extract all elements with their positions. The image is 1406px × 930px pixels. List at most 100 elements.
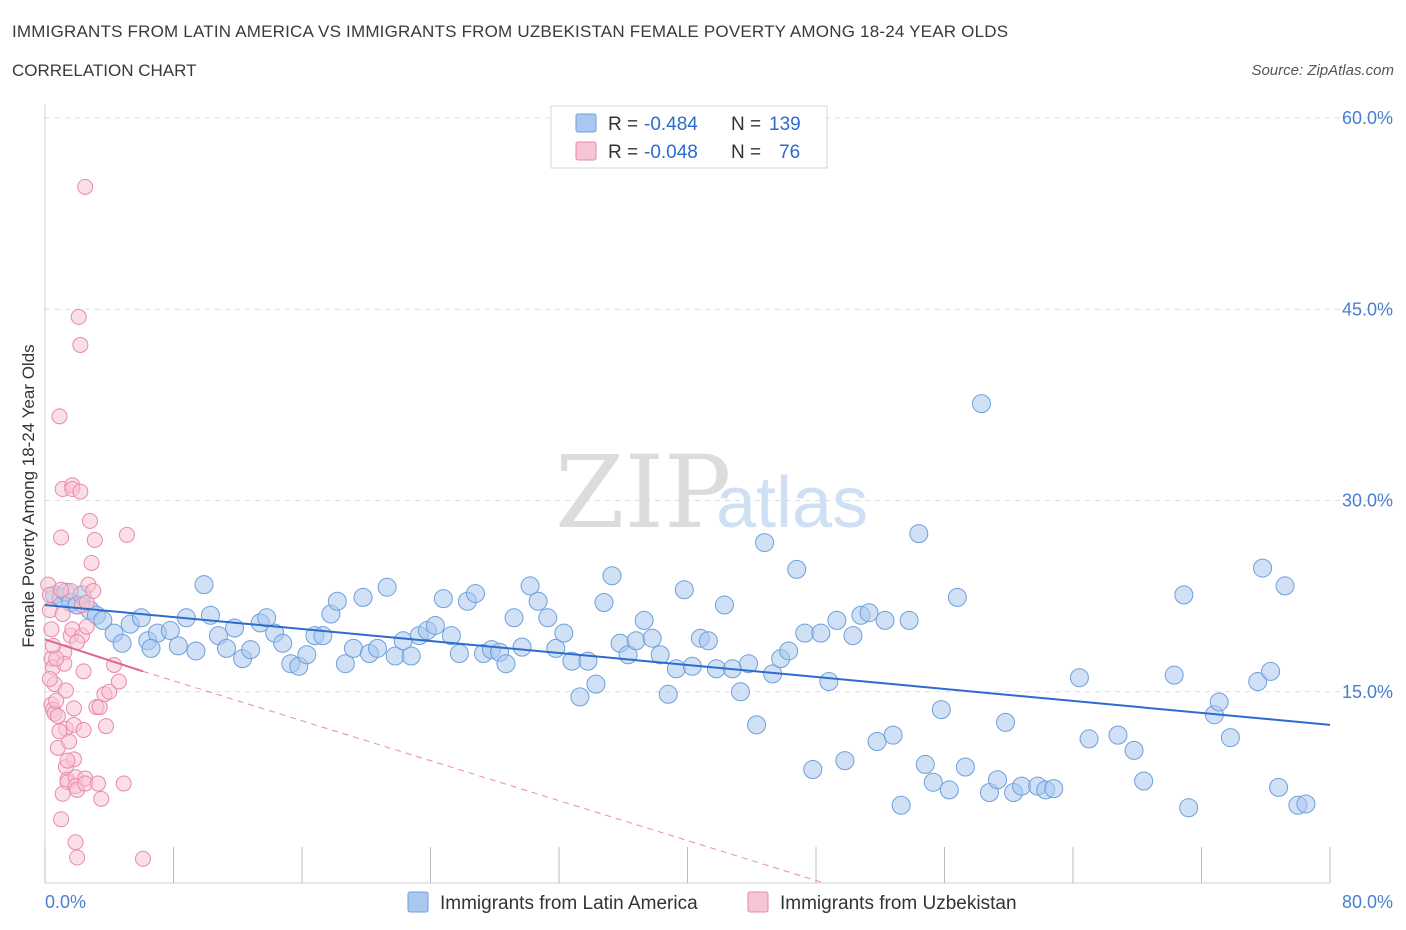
data-point-latin-america <box>141 638 161 658</box>
legend-swatch-latin-america <box>407 891 429 913</box>
legend-swatch-uzbekistan <box>747 891 769 913</box>
stats-swatch-latin-america <box>575 113 597 133</box>
data-point-latin-america <box>570 687 590 707</box>
y-tick-label: 15.0% <box>1342 682 1393 702</box>
data-point-uzbekistan <box>118 526 135 543</box>
chart-title: IMMIGRANTS FROM LATIN AMERICA VS IMMIGRA… <box>12 22 1009 41</box>
data-point-latin-america <box>367 638 387 658</box>
trend-line-uzbekistan <box>44 638 144 673</box>
data-point-latin-america <box>1209 692 1229 712</box>
data-point-latin-america <box>859 603 879 623</box>
data-point-latin-america <box>425 615 445 635</box>
data-point-uzbekistan <box>83 554 100 571</box>
data-point-latin-america <box>241 640 261 660</box>
data-point-latin-america <box>602 566 622 586</box>
stats-legend: R = -0.484 N = 139 R = -0.048 N = 76 <box>550 105 828 169</box>
data-point-latin-america <box>755 533 775 553</box>
watermark-atlas: atlas <box>716 463 868 543</box>
legend-label-latin-america: Immigrants from Latin America <box>440 893 698 914</box>
data-point-uzbekistan <box>101 683 118 700</box>
data-point-latin-america <box>827 610 847 630</box>
data-point-latin-america <box>899 610 919 630</box>
data-point-uzbekistan <box>70 308 87 325</box>
data-point-latin-america <box>1124 740 1144 760</box>
stats-swatch-uzbekistan <box>575 141 597 161</box>
data-point-latin-america <box>835 751 855 771</box>
data-point-latin-america <box>923 772 943 792</box>
data-point-latin-america <box>819 672 839 692</box>
data-point-uzbekistan <box>57 682 74 699</box>
legend-label-uzbekistan: Immigrants from Uzbekistan <box>780 893 1017 914</box>
data-point-latin-america <box>843 626 863 646</box>
data-point-latin-america <box>1275 576 1295 596</box>
data-point-latin-america <box>891 795 911 815</box>
data-point-latin-america <box>971 394 991 414</box>
y-tick-label: 30.0% <box>1342 491 1393 511</box>
data-point-uzbekistan <box>53 811 70 828</box>
data-point-latin-america <box>313 626 333 646</box>
data-point-latin-america <box>1108 725 1128 745</box>
data-point-latin-america <box>186 641 206 661</box>
data-point-latin-america <box>131 608 151 628</box>
data-point-latin-america <box>867 731 887 751</box>
data-point-uzbekistan <box>72 336 89 353</box>
data-point-uzbekistan <box>51 723 68 740</box>
data-point-uzbekistan <box>75 722 92 738</box>
data-point-latin-america <box>779 641 799 661</box>
data-point-uzbekistan <box>54 785 71 802</box>
data-point-latin-america <box>634 610 654 630</box>
data-point-latin-america <box>988 770 1008 790</box>
series-legend: Immigrants from Latin America Immigrants… <box>407 891 1017 914</box>
data-point-latin-america <box>698 631 718 651</box>
data-point-latin-america <box>1012 776 1032 796</box>
data-point-latin-america <box>931 700 951 720</box>
data-point-latin-america <box>520 576 540 596</box>
data-point-latin-america <box>1261 661 1281 681</box>
data-point-latin-america <box>658 684 678 704</box>
y-axis-label: Female Poverty Among 18-24 Year Olds <box>19 344 38 647</box>
data-point-latin-america <box>731 682 751 702</box>
trend-lines <box>44 604 1331 884</box>
data-point-latin-america <box>1174 585 1194 605</box>
data-point-latin-america <box>273 633 293 653</box>
stats-legend-box <box>550 105 828 169</box>
data-point-latin-america <box>875 610 895 630</box>
data-point-latin-america <box>996 712 1016 732</box>
data-point-uzbekistan <box>51 408 68 425</box>
tick-labels: 0.0% 80.0% 15.0% 30.0% 45.0% 60.0% <box>45 108 1393 912</box>
data-point-latin-america <box>1253 558 1273 578</box>
data-point-latin-america <box>257 608 277 628</box>
data-point-uzbekistan <box>48 692 65 709</box>
data-point-latin-america <box>496 654 516 674</box>
data-point-latin-america <box>449 644 469 663</box>
data-point-latin-america <box>1044 779 1064 799</box>
data-point-latin-america <box>795 623 815 643</box>
data-point-latin-america <box>512 637 532 657</box>
data-point-uzbekistan <box>98 718 115 735</box>
stats-n-label-1: N = <box>731 114 761 135</box>
trend-extension-uzbekistan <box>142 670 825 884</box>
data-point-latin-america <box>433 589 453 609</box>
data-point-latin-america <box>504 608 524 628</box>
data-point-latin-america <box>915 754 935 774</box>
stats-r-value-1: -0.484 <box>644 114 698 135</box>
data-point-uzbekistan <box>41 671 58 687</box>
stats-n-value-2: 76 <box>779 142 800 163</box>
data-point-latin-america <box>168 636 188 656</box>
data-point-latin-america <box>883 725 903 745</box>
x-tick-label-max: 80.0% <box>1342 892 1393 912</box>
stats-r-label-2: R = <box>608 142 638 163</box>
data-point-latin-america <box>335 654 355 674</box>
data-point-latin-america <box>1179 798 1199 818</box>
data-point-latin-america <box>343 638 363 658</box>
data-point-latin-america <box>714 595 734 615</box>
data-point-uzbekistan <box>65 700 82 717</box>
data-point-uzbekistan <box>81 512 98 529</box>
data-point-uzbekistan <box>59 752 76 769</box>
data-point-latin-america <box>538 608 558 628</box>
data-point-uzbekistan <box>72 483 89 500</box>
y-tick-label: 60.0% <box>1342 108 1393 128</box>
data-point-uzbekistan <box>115 775 132 792</box>
data-point-uzbekistan <box>134 850 151 867</box>
